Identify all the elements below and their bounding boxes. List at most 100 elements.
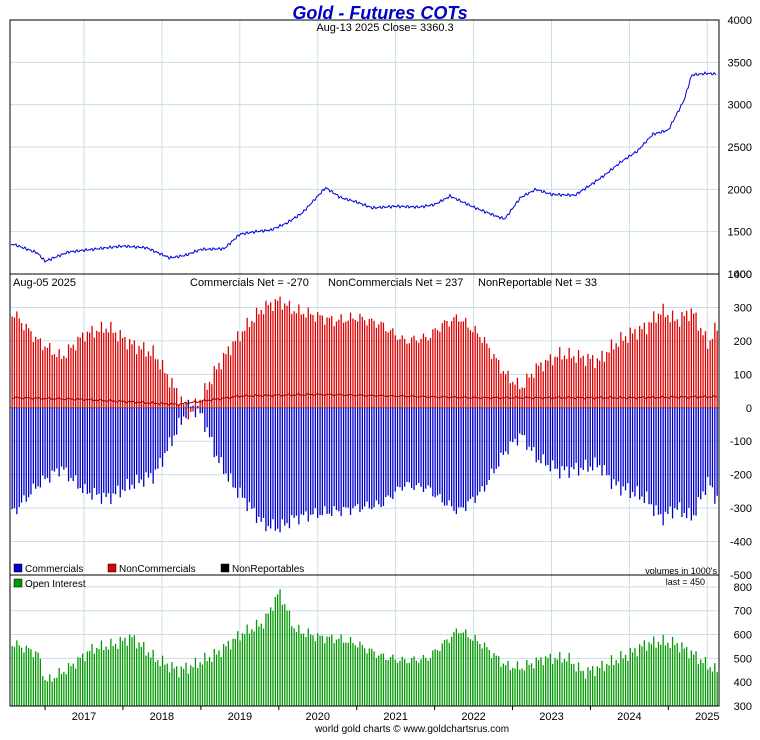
open-interest-bar [333,643,335,706]
open-interest-bar [681,642,683,706]
commercials-bar [716,407,718,496]
noncommercials-bar [667,315,669,408]
open-interest-bar [650,644,652,706]
noncommercials-bar [716,330,718,408]
commercials-bar [387,407,389,496]
commercials-bar [396,407,399,487]
open-interest-bar [596,666,598,706]
noncommercials-bar [364,320,366,408]
commercials-bar [352,407,354,509]
noncommercials-net-label: NonCommercials Net = 237 [328,277,463,289]
noncommercials-bar [70,347,72,408]
open-interest-bar [176,666,178,706]
open-interest-bar [686,647,688,706]
commercials-bar [688,407,690,508]
noncommercials-bar [627,342,629,408]
noncommercials-bar [653,311,655,408]
noncommercials-bar [711,338,714,408]
open-interest-bar [96,648,98,706]
open-interest-bar [20,647,23,706]
commercials-bar [434,407,436,498]
noncommercials-bar [678,326,681,408]
noncommercials-bar [495,358,497,408]
noncommercials-bar [333,326,335,408]
noncommercials-bar [425,336,427,408]
noncommercials-bar [483,337,486,408]
open-interest-bar [227,640,229,706]
noncommercials-bar [225,354,227,408]
commercials-bar [93,407,95,488]
open-interest-bar [624,654,627,706]
commercials-bar [194,407,197,418]
open-interest-bar [509,670,511,706]
noncommercials-bar [286,305,288,408]
commercials-bar [408,407,410,483]
noncommercials-bar [190,407,192,412]
noncommercials-bar [72,344,74,408]
oi-y-tick-label: 300 [734,701,752,713]
commercials-bar [197,405,199,408]
noncommercials-bar [474,325,476,408]
noncommercials-bar [265,300,267,408]
commercials-bar [20,407,23,503]
commercials-net-label: Commercials Net = -270 [190,277,309,289]
nonreportables-line [11,393,717,407]
open-interest-bar [441,643,443,706]
noncommercials-bar [387,332,389,408]
noncommercials-bar [552,365,554,408]
commercials-bar [528,407,530,447]
open-interest-bar [615,660,617,706]
open-interest-bar [39,658,41,706]
noncommercials-bar [107,332,110,408]
commercials-bar [453,407,455,511]
open-interest-bar [173,668,175,706]
commercials-bar [610,407,613,489]
open-interest-bar [629,647,631,706]
commercials-bar [382,407,385,506]
open-interest-bar [366,653,368,706]
open-interest-bar [476,641,479,706]
commercials-bar [686,407,688,519]
noncommercials-bar [681,311,683,408]
commercials-bar [75,407,77,476]
commercials-bar [77,407,79,489]
commercials-bar [326,407,328,514]
noncommercials-bar [338,319,340,408]
commercials-bar [154,407,157,470]
commercials-bar [35,407,37,489]
commercials-bar [460,407,462,508]
open-interest-bar [580,670,582,706]
commercials-bar [662,407,664,526]
noncommercials-bar [429,338,432,408]
commercials-bar [232,407,234,488]
noncommercials-bar [610,339,613,408]
noncommercials-bar [714,322,716,408]
noncommercials-bar [211,384,213,408]
open-interest-bar [180,666,182,706]
open-interest-bar [707,669,709,706]
open-interest-bar [110,638,112,706]
commercials-bar [634,407,636,497]
open-interest-bar [493,653,495,706]
commercials-bar [707,407,709,477]
commercials-bar [486,407,488,485]
noncommercials-bar [455,314,457,408]
commercials-bar [157,407,159,469]
open-interest-bar [218,650,220,706]
commercials-bar [589,407,591,467]
cot-y-tick-label: 200 [734,336,752,348]
commercials-bar [448,407,450,501]
open-interest-bar [49,674,51,706]
open-interest-bar [610,655,613,706]
open-interest-bar [458,633,460,706]
noncommercials-bar [293,311,295,408]
open-interest-bar [112,646,114,706]
noncommercials-bar [606,352,608,408]
open-interest-bar [622,658,624,706]
open-interest-bar [700,659,702,706]
noncommercials-bar [100,321,103,408]
legend-noncommercials-swatch [107,563,117,573]
open-interest-bar [432,650,434,706]
commercials-bar [639,407,641,500]
commercials-bar [112,407,114,494]
